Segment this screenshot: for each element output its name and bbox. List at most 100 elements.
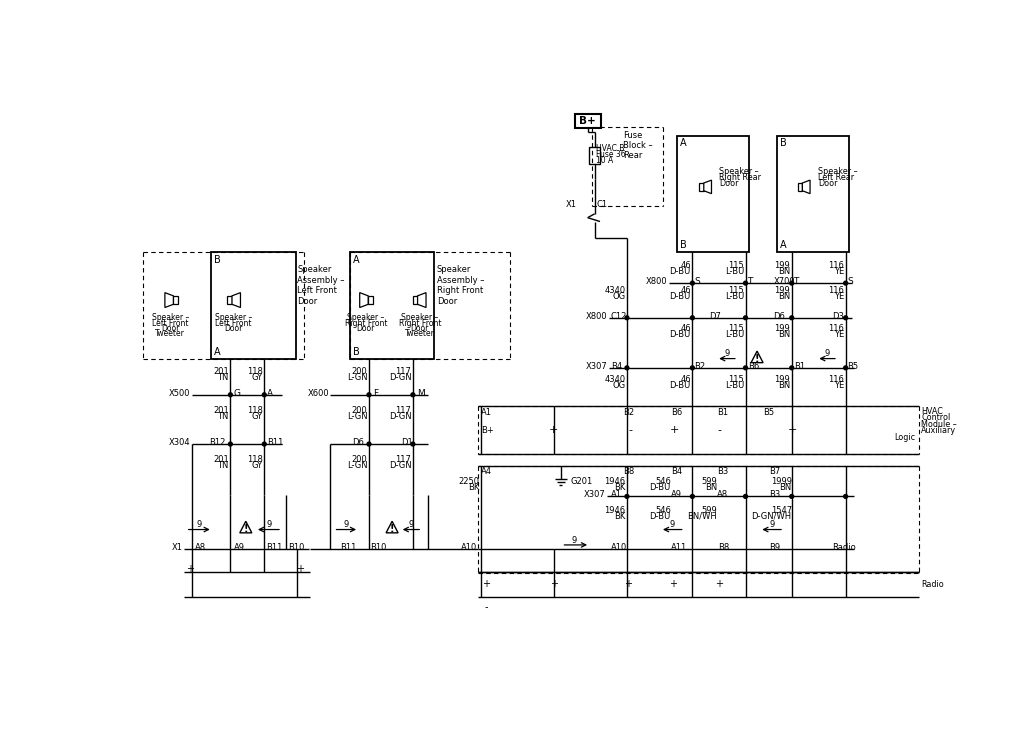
Text: X700: X700 [774,277,795,286]
Text: 199: 199 [774,261,790,270]
Text: B5: B5 [763,408,774,417]
Bar [778,136,849,252]
Text: +: + [716,579,724,590]
Circle shape [410,393,415,397]
Text: B: B [781,138,787,149]
Text: B11: B11 [340,542,356,552]
Text: Left Front: Left Front [215,319,251,328]
Text: B2: B2 [694,362,705,371]
Text: A: A [353,255,360,265]
Text: G: G [234,389,241,397]
Text: TN: TN [217,412,229,421]
Text: 9: 9 [725,349,730,358]
Text: BN: BN [778,267,790,276]
Text: 115: 115 [728,375,744,384]
Circle shape [263,442,266,446]
Text: 1946: 1946 [604,476,626,486]
Text: C1: C1 [597,200,608,209]
Text: X304: X304 [169,438,190,447]
Text: !: ! [755,354,759,364]
Polygon shape [418,293,426,308]
Text: X307: X307 [583,490,605,500]
Text: B2: B2 [624,408,634,417]
Text: Speaker –: Speaker – [347,314,385,322]
Text: B1: B1 [717,408,728,417]
Text: 199: 199 [774,286,790,295]
Text: Fuse 36: Fuse 36 [597,150,626,159]
Text: Tweeter: Tweeter [405,330,434,339]
Text: !: ! [244,524,248,534]
Text: D-GN/WH: D-GN/WH [752,512,792,521]
Text: D-GN: D-GN [389,373,412,382]
Text: Right Front: Right Front [344,319,387,328]
Text: BK: BK [614,512,626,521]
Circle shape [691,366,694,369]
Text: Tweeter: Tweeter [155,330,185,339]
Text: B: B [214,255,221,265]
Text: B8: B8 [624,467,634,476]
Text: X1: X1 [172,542,183,552]
Text: +: + [550,579,557,590]
Text: B7: B7 [769,467,781,476]
Text: L-GN: L-GN [346,373,367,382]
Text: Speaker –: Speaker – [215,314,252,322]
Text: BN/WH: BN/WH [688,512,717,521]
Circle shape [691,495,694,498]
Text: A: A [781,240,787,250]
Text: B8: B8 [719,542,730,552]
Text: OG: OG [612,292,626,302]
Circle shape [229,442,233,446]
Circle shape [844,366,848,369]
Text: Fuse
Block –
Rear: Fuse Block – Rear [624,131,652,160]
Text: HVAC: HVAC [921,407,943,417]
Text: B6: B6 [671,408,682,417]
Text: X1: X1 [566,200,577,209]
Text: YE: YE [833,381,844,390]
Text: OG: OG [612,381,626,390]
Text: Speaker –: Speaker – [818,167,857,176]
Bar [211,252,296,358]
Circle shape [743,281,748,285]
Text: 9: 9 [267,520,272,528]
Text: 117: 117 [395,367,412,376]
Text: 9: 9 [572,536,577,545]
Polygon shape [704,180,711,194]
Bar [589,147,600,164]
Text: D-BU: D-BU [670,330,691,339]
Circle shape [790,281,794,285]
Text: Radio: Radio [921,581,944,590]
Circle shape [367,442,371,446]
Text: B3: B3 [717,467,728,476]
Text: L-BU: L-BU [725,381,744,390]
Circle shape [743,366,748,369]
Circle shape [844,281,848,285]
Text: TN: TN [217,461,229,470]
Bar [349,252,434,358]
Text: B+: B+ [482,425,494,435]
Text: Door: Door [720,180,739,188]
Text: B12: B12 [209,438,225,447]
Text: L-GN: L-GN [346,461,367,470]
Circle shape [790,366,794,369]
Text: D-BU: D-BU [649,512,671,521]
Text: 116: 116 [828,261,844,270]
Text: HVAC B: HVAC B [597,144,625,153]
Text: F: F [373,389,378,397]
Text: 200: 200 [352,455,367,464]
Text: 46: 46 [680,324,691,333]
Text: BK: BK [614,483,626,492]
Circle shape [691,281,694,285]
Text: B11: B11 [268,438,283,447]
Text: A8: A8 [195,542,206,552]
Text: Door: Door [357,324,375,333]
Text: Speaker
Assembly –
Right Front
Door: Speaker Assembly – Right Front Door [436,266,484,305]
Text: X800: X800 [586,312,608,321]
Circle shape [790,316,794,319]
Text: 1999: 1999 [770,476,792,486]
Text: -: - [718,425,722,435]
Text: L-GN: L-GN [346,412,367,421]
Text: D6: D6 [352,438,364,447]
Text: A10: A10 [460,542,477,552]
Text: B5: B5 [847,362,858,371]
Text: 118: 118 [247,367,263,376]
